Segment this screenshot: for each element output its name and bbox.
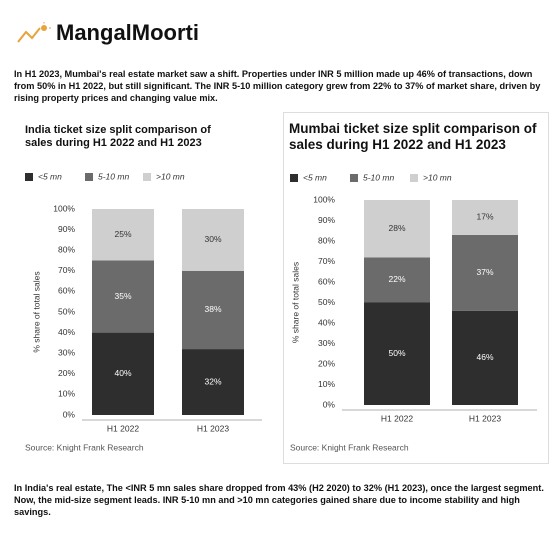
bar-segment [182, 270, 244, 350]
x-tick-label: H1 2023 [469, 413, 501, 423]
y-tick-label: 70% [318, 256, 335, 266]
bar-segment [182, 209, 244, 271]
value-label: 30% [204, 234, 221, 244]
legend-swatch [85, 173, 93, 181]
y-tick-label: 40% [318, 317, 335, 327]
y-axis-label: % share of total sales [31, 271, 41, 352]
legend-swatch [143, 173, 151, 181]
bar-segment [364, 200, 430, 258]
y-tick-label: 20% [318, 358, 335, 368]
y-tick-label: 70% [58, 265, 75, 275]
y-tick-label: 30% [318, 338, 335, 348]
intro-text: In H1 2023, Mumbai's real estate market … [14, 69, 541, 103]
legend-label: 5-10 mn [363, 172, 394, 182]
value-label: 37% [476, 267, 493, 277]
legend-swatch [350, 174, 358, 182]
y-tick-label: 50% [58, 306, 75, 316]
bar-segment [364, 257, 430, 303]
chart-title: India ticket size split comparison of sa… [25, 124, 211, 150]
y-tick-label: 40% [58, 327, 75, 337]
value-label: 17% [476, 212, 493, 222]
y-tick-label: 100% [313, 194, 335, 204]
chart-title: Mumbai ticket size split comparison of s… [289, 121, 537, 153]
y-tick-label: 50% [318, 297, 335, 307]
legend-swatch [290, 174, 298, 182]
brand: MangalMoorti [56, 20, 199, 45]
legend-label: <5 mn [303, 172, 327, 182]
bar-segment [92, 260, 154, 333]
y-tick-label: 100% [53, 203, 75, 213]
legend-label: >10 mn [423, 172, 452, 182]
y-tick-label: 60% [318, 276, 335, 286]
legend-label: >10 mn [156, 171, 185, 181]
legend-swatch [25, 173, 33, 181]
y-tick-label: 90% [318, 215, 335, 225]
value-label: 25% [114, 229, 131, 239]
y-tick-label: 20% [58, 368, 75, 378]
value-label: 40% [114, 368, 131, 378]
logo-icon [17, 22, 51, 43]
legend-label: <5 mn [38, 171, 62, 181]
legend-label: 5-10 mn [98, 171, 129, 181]
bar-segment [92, 332, 154, 415]
value-label: 22% [388, 274, 405, 284]
legend-swatch [410, 174, 418, 182]
y-tick-label: 0% [323, 399, 336, 409]
value-label: 35% [114, 291, 131, 301]
y-axis-label: % share of total sales [290, 262, 300, 343]
bar-segment [92, 209, 154, 261]
x-tick-label: H1 2022 [107, 423, 139, 433]
value-label: 32% [204, 376, 221, 386]
value-label: 38% [204, 304, 221, 314]
panel-border [283, 112, 549, 464]
y-tick-label: 80% [58, 244, 75, 254]
bar-segment [452, 200, 518, 235]
bar-segment [452, 310, 518, 405]
x-tick-label: H1 2023 [197, 423, 229, 433]
x-tick-label: H1 2022 [381, 413, 413, 423]
y-tick-label: 90% [58, 224, 75, 234]
outro-text: In India's real estate, The <INR 5 mn sa… [14, 483, 544, 517]
bar-segment [364, 302, 430, 405]
bar-segment [182, 349, 244, 415]
value-label: 28% [388, 223, 405, 233]
source: Source: Knight Frank Research [25, 442, 144, 452]
y-tick-label: 10% [318, 379, 335, 389]
value-label: 50% [388, 348, 405, 358]
source: Source: Knight Frank Research [290, 442, 409, 452]
y-tick-label: 80% [318, 235, 335, 245]
charts: 0% 10% 20% 30% 40% 50% 60% 70% 80% 90% 100% % share… [25, 171, 537, 452]
bar-segment [452, 234, 518, 311]
y-tick-label: 0% [63, 409, 76, 419]
value-label: 46% [476, 352, 493, 362]
y-tick-label: 60% [58, 286, 75, 296]
y-tick-label: 30% [58, 347, 75, 357]
y-tick-label: 10% [58, 389, 75, 399]
